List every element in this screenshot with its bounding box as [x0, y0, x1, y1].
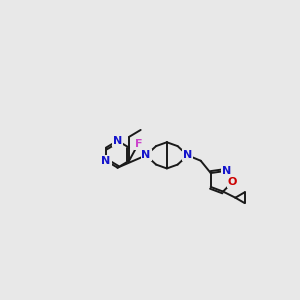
- Text: N: N: [183, 150, 192, 160]
- Text: O: O: [228, 177, 237, 187]
- Text: N: N: [113, 136, 122, 146]
- Text: F: F: [135, 139, 142, 149]
- Text: N: N: [141, 150, 151, 160]
- Text: N: N: [222, 166, 232, 176]
- Text: N: N: [101, 156, 111, 166]
